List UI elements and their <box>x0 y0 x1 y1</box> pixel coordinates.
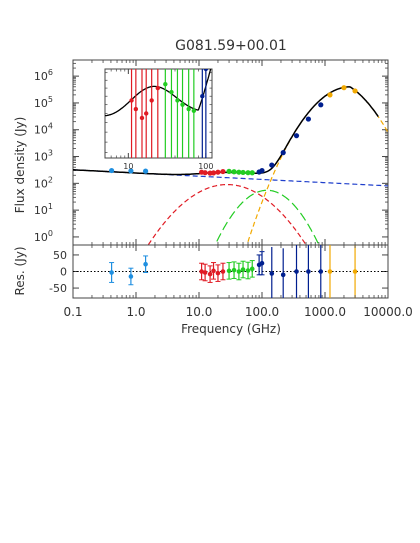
inset-x-tick-label: 10 <box>123 162 133 171</box>
inset-point <box>139 115 145 121</box>
residual-point <box>294 269 299 274</box>
x-tick-label: 0.1 <box>63 305 82 319</box>
residual-point <box>220 269 226 274</box>
residual-panel: 50 0 -50 <box>49 244 389 299</box>
inset-point <box>155 85 161 91</box>
inset-point <box>169 89 174 95</box>
data-point <box>341 85 347 91</box>
y-tick-label: 106 <box>34 68 53 83</box>
residual-point <box>240 267 246 272</box>
data-point <box>236 169 242 175</box>
data-point <box>352 88 358 94</box>
y-tick-exponent: 2 <box>48 175 53 184</box>
residual-point <box>128 274 134 279</box>
x-tick-label: 10.0 <box>186 305 213 319</box>
data-point <box>215 169 221 175</box>
res-y-tick-label: -50 <box>49 282 67 295</box>
residual-point <box>327 269 333 274</box>
y-tick-exponent: 3 <box>48 149 53 158</box>
residual-point <box>318 269 324 274</box>
data-point <box>109 167 115 174</box>
x-tick-label: 1000.0 <box>304 305 346 319</box>
data-point <box>210 170 217 176</box>
y-axis-label-residual: Res. (Jy) <box>13 246 27 295</box>
residual-point <box>259 260 265 266</box>
residual-point <box>109 270 114 275</box>
inset-point <box>175 98 180 103</box>
x-tick-label: 10000.0 <box>363 305 413 319</box>
inset-frame <box>104 68 213 159</box>
y-tick-exponent: 0 <box>48 229 53 238</box>
data-point <box>259 167 265 174</box>
residual-point <box>226 268 232 274</box>
data-point <box>318 102 324 108</box>
inset-point <box>200 94 205 99</box>
residual-point <box>215 270 221 276</box>
residual-point <box>231 267 237 273</box>
y-tick-label: 101 <box>34 202 53 217</box>
data-point <box>269 162 275 168</box>
y-tick-exponent: 5 <box>48 95 53 104</box>
data-point <box>220 168 226 175</box>
y-tick-exponent: 1 <box>48 202 53 211</box>
data-point <box>128 168 134 174</box>
data-point <box>293 133 300 139</box>
inset-point <box>129 98 134 103</box>
data-point <box>327 92 333 98</box>
residual-point <box>280 272 286 278</box>
res-y-tick-label: 0 <box>60 266 67 279</box>
y-axis-label-flux: Flux density (Jy) <box>13 117 27 214</box>
inset-x-tick-label: 100 <box>198 162 213 171</box>
inset-point <box>163 81 168 87</box>
y-tick-label: 103 <box>34 149 53 164</box>
chart-title: G081.59+00.01 <box>175 38 287 54</box>
residual-point <box>306 269 311 274</box>
residual-point <box>269 271 275 276</box>
residual-point <box>143 261 148 267</box>
data-point <box>280 150 286 156</box>
inset-point <box>191 108 197 113</box>
model-curve-spinning-dust-1- <box>147 184 307 245</box>
inset-point <box>133 106 139 112</box>
data-point <box>245 170 251 176</box>
residual-point <box>352 269 358 274</box>
residual-point <box>207 271 213 277</box>
residual-point <box>236 269 242 274</box>
y-tick-exponent: 6 <box>48 68 53 77</box>
y-tick-label: 100 <box>34 229 53 244</box>
inset-point <box>180 102 185 107</box>
data-point <box>202 170 208 176</box>
inset-point <box>186 106 191 112</box>
inset-content <box>105 69 212 158</box>
x-axis-label: Frequency (GHz) <box>181 322 281 336</box>
residual-point <box>249 266 255 272</box>
data-point <box>305 116 311 122</box>
x-tick-label: 100.0 <box>245 305 279 319</box>
y-tick-label: 102 <box>34 175 53 190</box>
model-curves <box>73 86 388 245</box>
inset-point <box>144 111 149 116</box>
model-curve-total <box>73 86 379 176</box>
residual-point <box>202 270 208 275</box>
data-point <box>249 170 255 176</box>
model-curve-spinning-dust-2- <box>214 189 320 245</box>
y-tick-label: 105 <box>34 95 53 110</box>
data-point <box>231 169 237 175</box>
y-tick-exponent: 4 <box>48 122 53 131</box>
inset-point <box>149 98 154 103</box>
residual-point <box>245 268 251 273</box>
residual-point <box>199 269 204 274</box>
x-tick-label: 1.0 <box>126 305 145 319</box>
data-point <box>226 168 232 174</box>
res-y-tick-label: 50 <box>53 249 67 262</box>
inset-point <box>203 69 209 72</box>
data-point <box>240 169 246 176</box>
inset-panel: 10 100 <box>104 68 214 171</box>
x-tick-labels: 0.1 1.0 10.0 100.0 1000.0 10000.0 <box>63 60 413 319</box>
y-tick-label: 104 <box>34 122 53 137</box>
data-point <box>142 168 149 174</box>
residual-point <box>211 268 216 274</box>
